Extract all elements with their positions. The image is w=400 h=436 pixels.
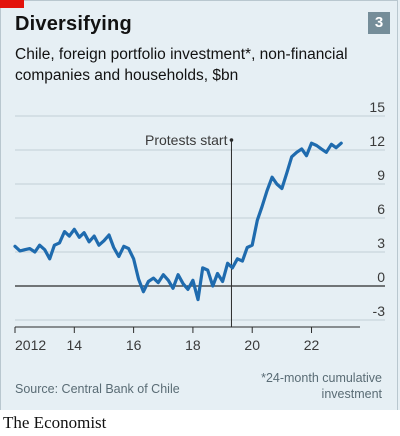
y-tick-labels: -3 0 3 6 9 12 15 xyxy=(369,100,385,319)
chart-number-badge: 3 xyxy=(368,12,390,34)
y-tick-label: 9 xyxy=(377,167,385,183)
y-tick-label: 6 xyxy=(377,201,385,217)
x-tick-label: 14 xyxy=(67,337,83,353)
x-tick-label: 16 xyxy=(126,337,142,353)
y-tick-label: -3 xyxy=(373,303,386,319)
x-tick-label: 22 xyxy=(304,337,320,353)
publisher-logo: The Economist xyxy=(3,413,107,432)
annotation-layer: Protests start xyxy=(145,132,234,327)
chart-title: Diversifying xyxy=(15,13,132,35)
series-layer xyxy=(13,141,343,302)
brand-bar xyxy=(0,410,400,436)
y-tick-label: 15 xyxy=(369,100,385,115)
x-tick-label: 18 xyxy=(185,337,201,353)
source-note: Source: Central Bank of Chile xyxy=(15,382,180,396)
chart-subtitle: Chile, foreign portfolio investment*, no… xyxy=(15,46,348,84)
x-tick-label: 20 xyxy=(244,337,260,353)
brand-red-tag xyxy=(0,0,24,8)
y-tick-label: 12 xyxy=(369,133,385,149)
series-line xyxy=(13,141,343,302)
x-tick-label: 2012 xyxy=(15,337,46,353)
grid-lines xyxy=(14,115,385,333)
annotation-label: Protests start xyxy=(145,132,228,148)
x-tick-labels: 2012 14 16 18 20 22 xyxy=(15,337,320,353)
line-chart: Protests start -3 0 3 6 9 12 15 2012 14 16 18 20 22 xyxy=(13,100,385,353)
y-tick-label: 0 xyxy=(377,269,385,285)
annotation-dot xyxy=(229,138,234,142)
y-tick-label: 3 xyxy=(377,235,385,251)
footnote: *24-month cumulative investment xyxy=(261,371,382,401)
